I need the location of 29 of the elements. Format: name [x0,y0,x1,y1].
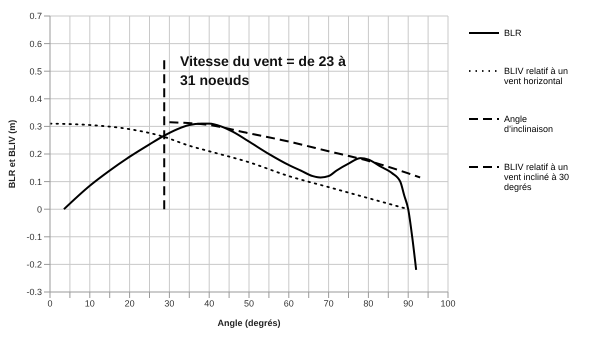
x-axis-title: Angle (degrés) [217,318,281,328]
y-tick-label: 0.4 [29,94,42,104]
x-tick-label: 80 [363,298,374,308]
x-tick-label: 90 [403,298,414,308]
x-tick-label: 70 [324,298,334,308]
y-tick-label: 0.2 [29,149,42,160]
y-tick-label: 0.5 [29,66,42,76]
y-tick-label: 0.6 [29,38,42,49]
x-tick-label: 50 [244,298,254,308]
x-tick-label: 10 [84,298,95,308]
x-tick-label: 0 [47,298,53,308]
y-tick-label: -0.1 [26,232,42,242]
annotation: Vitesse du vent = de 23 à 31 noeuds [180,52,347,90]
y-tick-label: -0.2 [26,260,42,270]
y-tick-label: 0.7 [29,11,42,22]
legend-label: Angle d’inclinaison [504,114,554,134]
legend-label: BLIV relatif à un vent horizontal [504,66,570,86]
y-tick-label: 0.3 [29,122,42,132]
x-tick-label: 60 [284,298,294,308]
legend-label: BLIV relatif à un vent incliné à 30 degrés [504,162,570,192]
y-tick-label: -0.3 [26,287,42,298]
x-tick-label: 20 [124,298,135,308]
legend-label: BLR [504,28,522,38]
y-tick-label: 0.1 [29,176,42,187]
y-axis-title: BLR et BLIV (m) [7,120,18,188]
x-tick-label: 100 [440,298,456,308]
y-tick-label: 0 [36,204,42,214]
x-tick-label: 30 [164,298,174,308]
x-tick-label: 40 [204,298,214,308]
